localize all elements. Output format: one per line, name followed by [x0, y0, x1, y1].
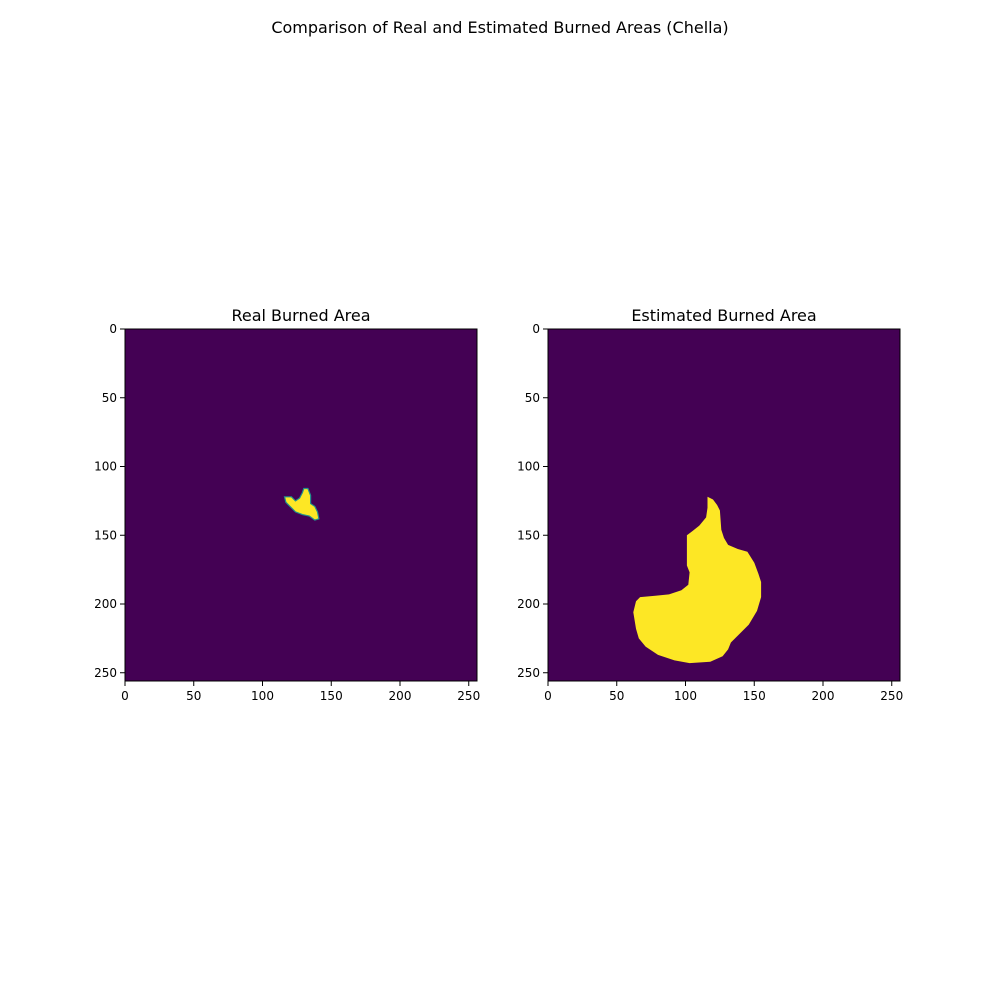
estimated-burned-area-panel: Estimated Burned Area 0 50 100 150 200 250 0 50 1…: [517, 306, 903, 703]
estimated-xtick-label-100: 100: [674, 689, 697, 703]
real-xtick-label-0: 0: [121, 689, 129, 703]
estimated-xtick-label-200: 200: [812, 689, 835, 703]
estimated-xtick-label-150: 150: [743, 689, 766, 703]
real-burned-area-panel: Real Burned Area 0 50 100 150 200 250 0 50 100 150…: [94, 306, 480, 703]
real-xtick-label-200: 200: [389, 689, 412, 703]
real-ytick-label-250: 250: [94, 666, 117, 680]
figure-suptitle: Comparison of Real and Estimated Burned …: [271, 18, 729, 37]
estimated-ytick-label-200: 200: [517, 597, 540, 611]
estimated-panel-title: Estimated Burned Area: [631, 306, 816, 325]
estimated-ytick-label-250: 250: [517, 666, 540, 680]
real-ytick-label-150: 150: [94, 528, 117, 542]
estimated-ytick-label-150: 150: [517, 528, 540, 542]
estimated-xtick-label-50: 50: [609, 689, 624, 703]
estimated-axes-frame: [547, 328, 901, 682]
real-axes-frame: [124, 328, 478, 682]
real-xtick-label-50: 50: [186, 689, 201, 703]
real-xtick-label-150: 150: [320, 689, 343, 703]
estimated-burned-region-0: [633, 496, 762, 664]
real-ytick-label-100: 100: [94, 460, 117, 474]
real-burned-region-0: [283, 487, 320, 521]
real-ytick-label-50: 50: [102, 391, 117, 405]
real-ytick-label-200: 200: [94, 597, 117, 611]
real-xtick-label-100: 100: [251, 689, 274, 703]
real-panel-title: Real Burned Area: [231, 306, 370, 325]
estimated-ytick-label-50: 50: [525, 391, 540, 405]
estimated-ytick-label-100: 100: [517, 460, 540, 474]
estimated-ytick-label-0: 0: [532, 322, 540, 336]
estimated-xtick-label-0: 0: [544, 689, 552, 703]
estimated-xtick-label-250: 250: [880, 689, 903, 703]
real-xtick-label-250: 250: [457, 689, 480, 703]
real-ytick-label-0: 0: [109, 322, 117, 336]
